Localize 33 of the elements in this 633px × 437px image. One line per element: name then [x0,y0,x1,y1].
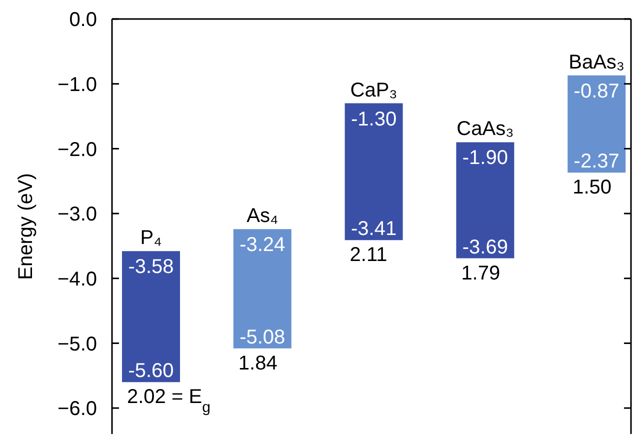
x-tick-label: CaAs₃ [456,118,514,140]
data-label: 1.84 [238,352,278,374]
annotation: -1.90 [462,147,508,170]
annotation: -0.87 [574,80,620,102]
data-label: 2.11 [350,244,388,266]
y-tick-label: 0.0 [69,9,97,32]
annotation: -5.08 [240,326,286,348]
y-tick-label: −2.0 [58,138,97,161]
x-tick-label: As₄ [246,205,278,228]
x-tick-label: P₄ [140,227,162,250]
bar [456,142,514,258]
data-label: 2.02 = E$_{g}$ [127,386,210,416]
bar [233,229,292,348]
y-axis-title: Energy (eV) [15,173,37,280]
annotation: -3.69 [462,236,508,258]
y-tick-label: −6.0 [58,398,97,420]
bar [122,251,180,382]
annotation: -5.60 [128,360,174,382]
annotation: -2.37 [574,150,620,173]
y-tick-label: −3.0 [58,204,97,226]
annotation: -3.41 [351,218,397,240]
y-tick-label: −1.0 [58,74,97,96]
x-tick-label: BaAs₃ [568,51,625,74]
y-tick-label: −4.0 [58,268,97,290]
data-label: 1.50 [572,176,612,199]
data-label: 1.79 [461,262,500,284]
annotation: -1.30 [351,108,397,130]
annotation: -3.24 [240,234,286,256]
annotation: -3.58 [128,256,174,278]
y-tick-label: −5.0 [58,333,97,356]
x-tick-label: CaP₃ [350,79,398,102]
bar [568,75,626,173]
bar [344,103,403,240]
